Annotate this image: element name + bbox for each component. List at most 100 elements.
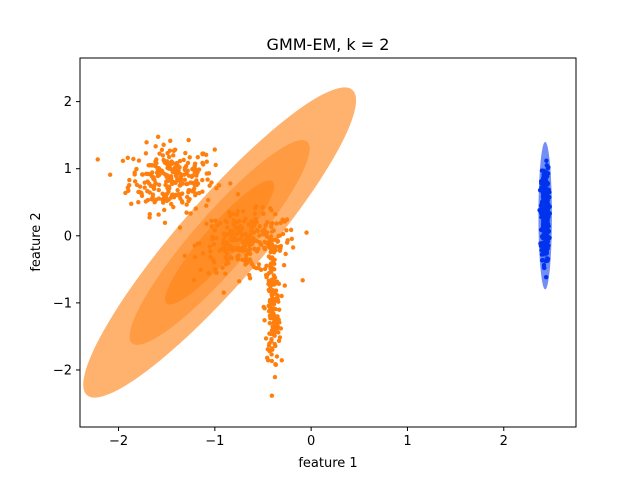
data-point [269,229,275,234]
data-point [214,235,219,241]
data-point [229,237,234,243]
data-point [179,199,185,204]
data-point [148,162,153,168]
data-point [240,247,245,253]
data-point [266,278,272,284]
data-point [166,154,172,160]
data-point [204,221,209,226]
data-point [132,179,138,184]
y-tick-label: 2 [64,95,72,110]
data-point [211,241,217,247]
data-point [204,203,209,208]
data-point [226,209,232,215]
chart-title: GMM-EM, k = 2 [267,35,390,54]
data-point [274,237,280,243]
gaussian-ellipse [165,180,275,305]
data-point [221,290,226,295]
data-point [184,181,189,187]
data-point [264,274,269,280]
data-point [143,151,149,156]
data-point [145,197,151,203]
data-point [282,283,287,288]
data-point [264,263,269,268]
data-point [178,183,183,188]
data-point [266,343,272,348]
data-point [264,355,270,361]
data-point [246,233,251,239]
data-point [258,242,264,247]
data-point [200,251,206,256]
data-point [256,262,262,267]
data-point [153,144,158,149]
data-point [134,166,139,172]
data-point [541,233,546,238]
data-point [249,225,254,230]
data-point [267,239,272,244]
data-point [192,180,197,185]
data-point [165,176,171,182]
data-point [177,158,183,164]
data-point [154,197,159,202]
data-point [253,216,258,222]
data-point [266,303,271,308]
data-point [205,177,210,182]
axes-frame [79,57,577,428]
data-point [260,229,266,234]
data-point [250,220,255,225]
data-point [164,198,170,204]
data-point [256,246,261,251]
data-point [195,241,201,246]
points-layer [95,134,552,398]
data-point [540,258,545,263]
data-point [214,270,219,275]
data-point [541,209,547,214]
data-point [172,165,178,170]
data-point [186,137,191,143]
data-point [246,249,252,255]
data-point [276,317,281,322]
data-point [138,190,144,195]
data-point [161,157,166,163]
data-point [543,274,549,280]
data-point [227,213,233,219]
data-point [164,191,170,196]
y-axis-label: feature 2 [29,212,44,271]
y-tick-label: 1 [64,162,72,177]
data-point [190,173,196,178]
data-point [224,257,230,262]
data-point [156,187,161,193]
data-point [278,326,284,331]
data-point [132,170,137,175]
data-point [241,239,247,245]
data-point [188,211,193,216]
data-point [290,245,296,250]
data-point [545,229,551,234]
data-point [543,180,549,185]
data-point [546,243,551,248]
data-point [171,204,176,210]
data-point [251,264,257,270]
data-point [269,207,274,213]
data-point [171,153,176,158]
data-point [278,220,283,226]
data-point [193,191,199,196]
data-point [272,257,277,262]
data-point [544,251,549,256]
data-point [213,162,218,168]
data-point [262,239,267,245]
data-point [252,247,257,252]
data-point [249,261,254,266]
data-point [213,267,218,272]
data-point [278,246,283,251]
data-point [195,170,200,175]
data-point [205,197,211,203]
x-tick-label: 1 [403,434,411,449]
data-point [274,221,279,226]
data-point [540,204,546,209]
data-point [260,205,266,210]
x-tick-label: −1 [205,434,224,449]
data-point [247,257,253,262]
data-point [144,171,149,177]
data-point [257,233,262,238]
data-point [283,251,288,257]
